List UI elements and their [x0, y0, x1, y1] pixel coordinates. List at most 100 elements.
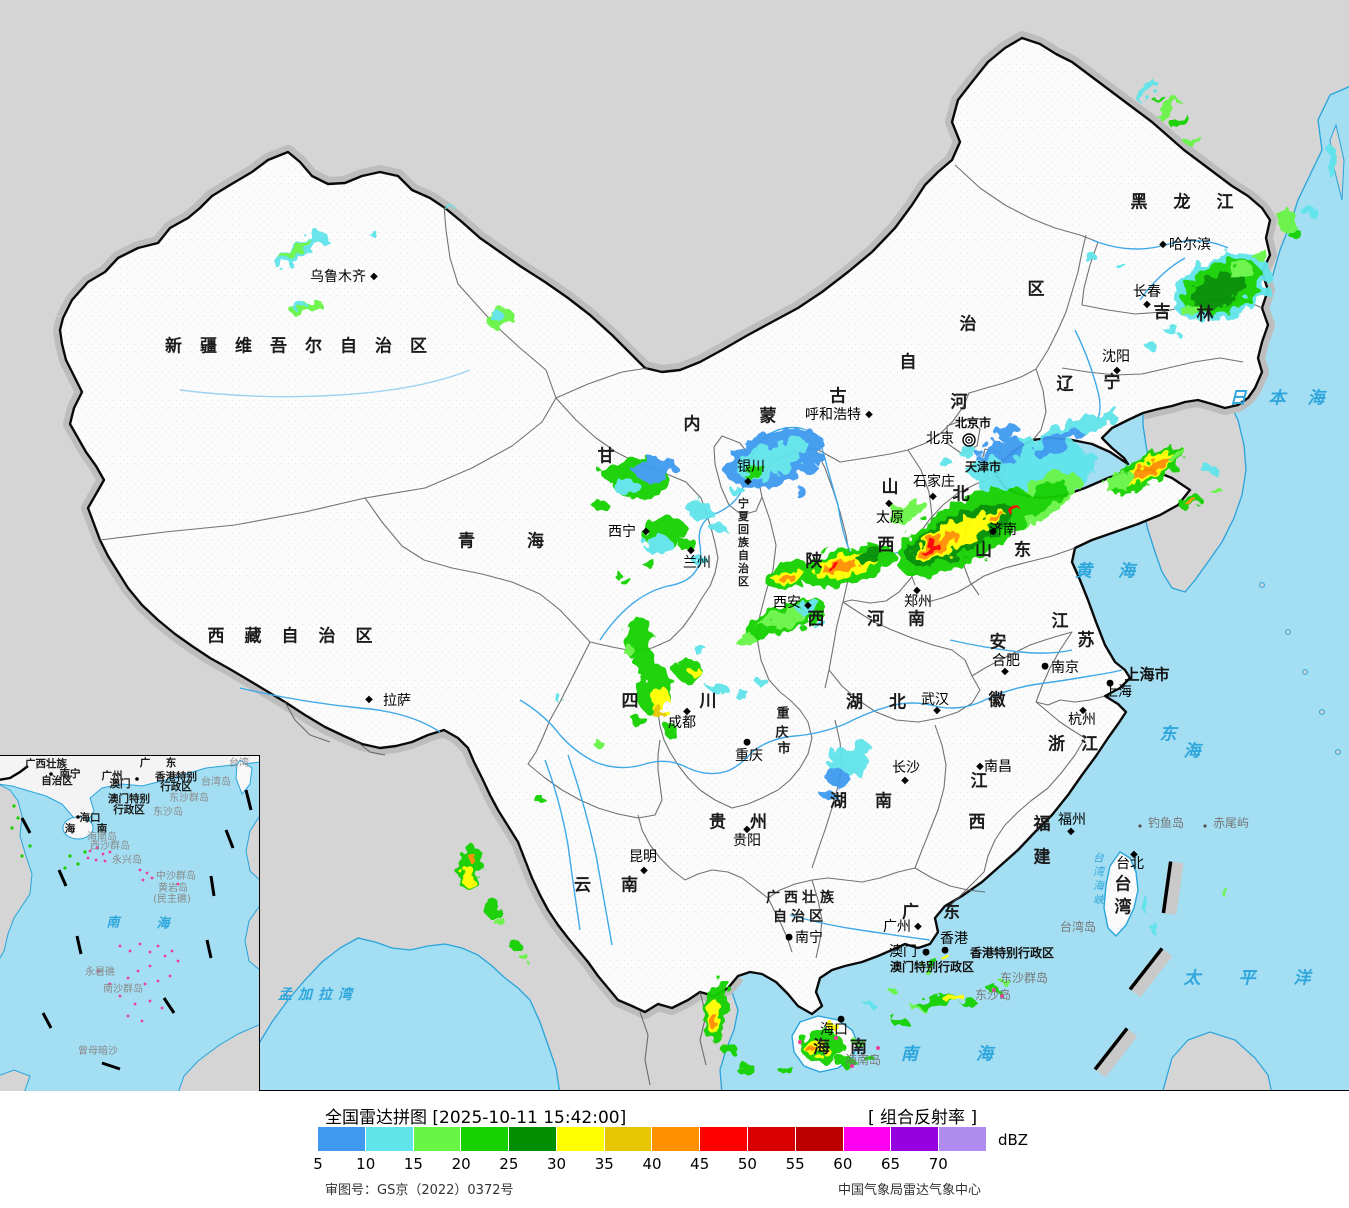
inset-reef-dot — [168, 974, 172, 978]
radar-echo — [746, 624, 778, 640]
inset-reef-dot — [118, 944, 122, 948]
legend-tick-label: 45 — [690, 1155, 710, 1173]
inset-taiwan — [235, 759, 253, 795]
radar-echo — [1228, 262, 1252, 278]
radar-echo — [1212, 489, 1224, 495]
inset-reef-dot — [160, 1006, 164, 1010]
inset-radar-dot — [28, 844, 32, 848]
radar-echo — [633, 455, 677, 481]
legend-color-cell — [365, 1127, 413, 1151]
radar-echo — [468, 853, 476, 863]
legend-color-cell — [748, 1127, 795, 1151]
radar-echo — [722, 1044, 738, 1056]
china-radar-map: 新疆维吾尔自治区 西藏自治区 青海甘内蒙古自治区黑龙江吉林辽宁河北山西山东 河南陕西湖… — [0, 0, 1349, 1094]
radar-echo — [664, 722, 676, 738]
radar-echo — [509, 940, 521, 950]
map-review-number: 审图号：GS京（2022）0372号 — [325, 1183, 514, 1198]
radar-echo — [535, 796, 545, 804]
radar-echo — [821, 790, 835, 800]
legend-panel: 全国雷达拼图 [2025-10-11 15:42:00] [ 组合反射率 ] 5… — [0, 1091, 1349, 1208]
map-title: 全国雷达拼图 [2025-10-11 15:42:00] — [325, 1108, 627, 1128]
radar-echo — [754, 676, 766, 684]
radar-echo — [592, 500, 608, 510]
diaoyu-islets — [1138, 824, 1207, 828]
reef-marker — [834, 1036, 838, 1040]
product-name: [ 组合反射率 ] — [868, 1108, 978, 1128]
inset-reef-dot — [176, 882, 180, 886]
inset-reef-dot — [150, 876, 154, 880]
inset-reef-dot — [176, 959, 180, 963]
radar-echo — [996, 425, 1020, 439]
radar-echo — [484, 898, 500, 918]
legend-color-cell — [413, 1127, 461, 1151]
radar-echo — [710, 523, 726, 533]
radar-echo — [888, 987, 896, 993]
radar-echo — [852, 1038, 864, 1046]
radar-echo — [1034, 432, 1070, 458]
radar-echo — [776, 438, 808, 458]
inset-vietnam — [0, 784, 33, 959]
radar-echo — [693, 646, 707, 654]
legend-tick-label: 50 — [737, 1155, 757, 1173]
radar-echo — [1153, 93, 1163, 103]
radar-echo — [780, 1068, 796, 1076]
radar-echo — [1171, 114, 1189, 130]
radar-echo — [622, 646, 634, 654]
radar-echo — [1135, 79, 1157, 101]
radar-echo — [632, 716, 648, 728]
radar-echo — [735, 634, 755, 646]
maritime-boundary-dashes — [1093, 861, 1184, 1078]
inset-reef-markers — [86, 846, 180, 1023]
radar-echo — [595, 741, 605, 749]
radar-echo — [967, 457, 1003, 479]
radar-echo — [316, 237, 328, 243]
radar-echo — [708, 683, 728, 693]
radar-echo — [958, 447, 978, 457]
radar-echo — [988, 511, 1004, 521]
radar-echo — [960, 998, 976, 1006]
radar-echo — [1300, 205, 1316, 215]
radar-echo — [798, 601, 822, 615]
radar-echo — [812, 621, 828, 629]
radar-echo — [1278, 210, 1298, 234]
radar-echo-layer — [275, 79, 1339, 1076]
radar-echo — [806, 1046, 818, 1054]
radar-echo — [600, 464, 624, 480]
radar-echo — [714, 979, 730, 991]
inset-hainan — [62, 816, 94, 840]
legend-color-cell — [891, 1127, 939, 1151]
inset-south-coast — [0, 753, 262, 825]
legend-tick-label: 10 — [356, 1155, 376, 1173]
legend-color-cell — [461, 1127, 509, 1151]
reef-marker — [1000, 994, 1004, 998]
inset-reef-dot — [96, 969, 100, 973]
inset-radar-dot — [16, 816, 20, 820]
radar-echo — [1156, 97, 1180, 119]
radar-echo — [829, 1024, 841, 1032]
inset-reef-dot — [86, 856, 90, 860]
inset-radar-dot — [12, 804, 16, 808]
legend-color-cell — [700, 1127, 748, 1151]
inset-reef-dot — [88, 849, 92, 853]
radar-echo — [1164, 326, 1180, 334]
radar-echo — [1325, 148, 1339, 176]
radar-echo — [1105, 472, 1135, 492]
legend-tick-label: 30 — [547, 1155, 567, 1173]
radar-echo — [641, 558, 655, 566]
map-canvas — [0, 0, 1349, 1090]
radar-echo — [735, 1063, 755, 1073]
legend-tick-label: 60 — [833, 1155, 853, 1173]
inset-reef-dot — [108, 850, 112, 854]
inset-radar-dot — [10, 826, 14, 830]
inset-radar-dot — [63, 866, 67, 870]
inset-reef-dot — [118, 994, 122, 998]
radar-echo — [368, 229, 376, 235]
radar-echo — [1180, 303, 1200, 317]
reef-markers — [798, 988, 1004, 1068]
dbz-colorbar — [318, 1127, 986, 1151]
inset-reef-dot — [140, 1019, 144, 1023]
radar-echo — [734, 691, 750, 699]
reef-marker — [850, 1064, 854, 1068]
inset-reef-dot — [141, 878, 145, 882]
